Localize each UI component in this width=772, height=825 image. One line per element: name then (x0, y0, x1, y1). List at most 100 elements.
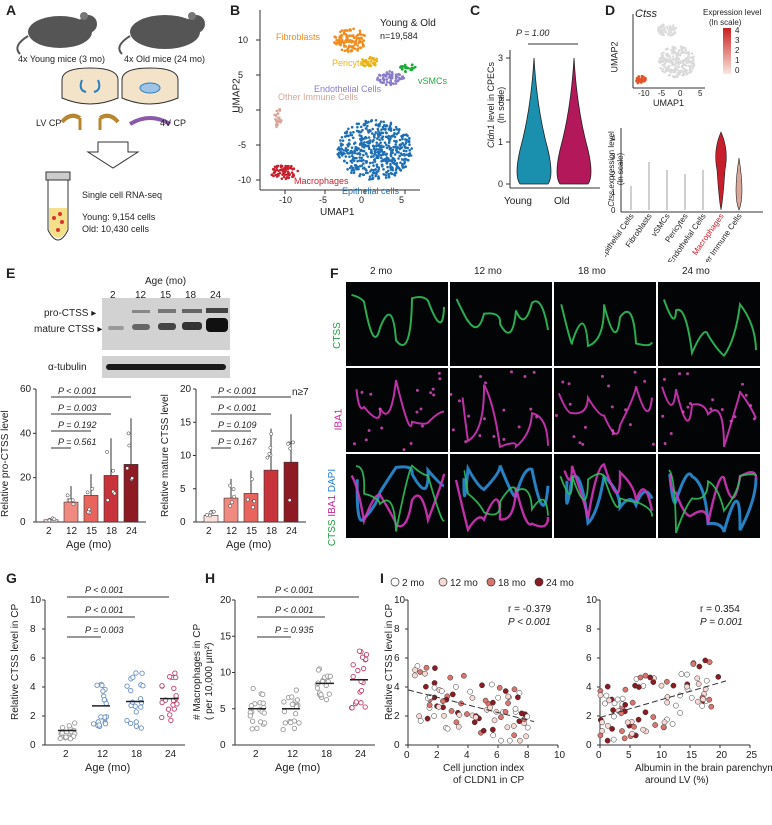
y-tick-label: 3 (498, 53, 503, 63)
umap-cell (671, 51, 675, 54)
umap-cell (284, 169, 287, 172)
umap-cell (666, 27, 669, 30)
data-point (412, 667, 418, 673)
data-point (124, 717, 130, 724)
data-point (660, 724, 667, 731)
umap-cell (370, 177, 374, 181)
iba1-signal (478, 375, 482, 379)
group-label-old: Old (554, 196, 570, 207)
umap-cell (287, 173, 291, 177)
umap-cell (680, 61, 684, 64)
umap-title: Young & Old (380, 18, 436, 29)
umap-cell (671, 64, 674, 67)
umap-cell (668, 34, 671, 37)
data-point (514, 694, 521, 701)
r-value: r = 0.354 (700, 604, 740, 615)
umap-cell (388, 75, 391, 79)
y-tick-label: 8 (586, 624, 592, 635)
umap-cell (275, 166, 278, 169)
umap-cell (350, 154, 354, 158)
umap-cell (353, 149, 357, 153)
data-point (205, 512, 209, 517)
umap-cell (352, 27, 355, 31)
data-point (281, 699, 287, 705)
umap-cell (401, 67, 404, 71)
umap-cell (378, 151, 381, 154)
y-tick-label: 0 (180, 517, 186, 528)
iba1-signal (437, 371, 441, 375)
umap-cell (359, 172, 362, 176)
umap-cell (366, 121, 369, 124)
umap-cell (384, 124, 388, 128)
umap-cell (337, 151, 341, 155)
umap-cell (406, 158, 410, 162)
data-point (66, 723, 72, 729)
umap-cell (358, 143, 362, 146)
umap-cell (397, 151, 400, 154)
data-point (700, 696, 706, 703)
umap-cell (368, 55, 372, 59)
iba1-signal (662, 377, 666, 381)
y-tick-label: 40 (20, 428, 32, 439)
umap-cell (355, 122, 359, 126)
data-point (502, 709, 509, 715)
umap-cell (661, 30, 664, 33)
umap-cell (355, 148, 359, 152)
y-tick-label: 0 (238, 105, 243, 115)
tubulin-label: α-tubulin (48, 362, 87, 373)
data-point (124, 683, 130, 689)
panel-label-h: H (205, 570, 216, 586)
umap-cell (354, 41, 357, 44)
umap-cell (394, 82, 398, 85)
umap-cell (387, 175, 391, 179)
umap-cell (362, 123, 366, 127)
violin-shape (516, 57, 552, 185)
cluster-label: vSMCs (418, 76, 447, 86)
data-point (480, 727, 487, 734)
x-tick-label: -10 (638, 89, 650, 98)
umap-cell (366, 63, 369, 66)
x-axis-label: Albumin in the brain parenchyma (635, 763, 772, 774)
umap-cell (373, 158, 376, 161)
y-axis-label: Relative CTSS level in CP (384, 604, 395, 720)
umap-cell (383, 141, 387, 144)
legend-label: 2 mo (402, 578, 425, 589)
umap-cell (340, 136, 344, 139)
data-point (126, 431, 131, 436)
umap-cell (642, 79, 646, 83)
y-tick-label: 10 (30, 595, 42, 606)
umap-cell (380, 153, 383, 157)
umap-cell (371, 61, 375, 65)
umap-cell (395, 148, 398, 152)
umap-cell (377, 153, 381, 156)
umap-cell (346, 144, 350, 148)
legend-label: 18 mo (498, 578, 526, 589)
pro-ctss-label: pro-CTSS ▸ (44, 308, 97, 319)
umap-cell (385, 131, 388, 135)
data-point (249, 726, 255, 732)
data-point (289, 694, 295, 700)
umap-cell (656, 28, 660, 31)
umap-cell (361, 138, 364, 141)
data-point (127, 720, 134, 727)
iba1-signal (568, 402, 572, 406)
umap-cell (684, 57, 688, 61)
x-tick-label: 0 (404, 750, 410, 761)
micrograph-tile (450, 282, 552, 366)
data-point (621, 735, 628, 742)
umap-cell (276, 119, 279, 123)
micrograph-drawing (455, 298, 549, 334)
tissue-strand (564, 473, 654, 527)
umap-cell (637, 75, 641, 78)
umap-cell (408, 143, 411, 147)
data-point (171, 685, 177, 692)
umap-cell (360, 156, 363, 160)
data-point (281, 708, 288, 715)
umap-cell (352, 159, 356, 163)
umap-cell (680, 48, 683, 51)
umap-cell (669, 31, 673, 34)
micrograph-drawing (352, 371, 445, 452)
umap-cell (350, 133, 354, 137)
umap-cell (673, 69, 676, 72)
iba1-signal (572, 435, 576, 439)
